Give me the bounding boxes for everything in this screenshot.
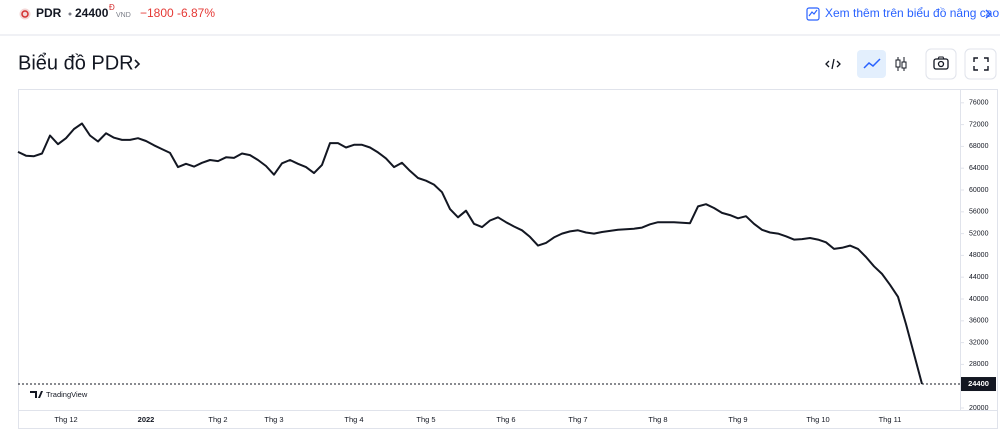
x-tick-label: Thg 4 — [344, 415, 363, 424]
y-tick-label: 52000 — [969, 230, 989, 237]
y-tick-label: 76000 — [969, 100, 989, 107]
candle-mode-button[interactable] — [895, 57, 907, 71]
y-tick-label: 40000 — [969, 296, 989, 303]
change-percent: -6.87% — [177, 6, 215, 20]
symbol-logo — [19, 8, 31, 20]
x-tick-label: Thg 7 — [568, 415, 587, 424]
x-tick-label: Thg 5 — [416, 415, 435, 424]
embed-button[interactable] — [825, 58, 841, 70]
y-tick-label: 64000 — [969, 165, 989, 172]
symbol: PDR — [36, 6, 62, 20]
y-tick-label: 48000 — [969, 252, 989, 259]
separator-dot — [68, 12, 72, 16]
watermark: TradingView — [24, 386, 94, 403]
x-tick-label: Thg 10 — [806, 415, 829, 424]
chart-frame — [18, 89, 998, 429]
watermark-text: TradingView — [46, 390, 88, 399]
plot: 2000024000280003200036000400004400048000… — [17, 100, 996, 424]
y-tick-label: 20000 — [969, 405, 989, 412]
x-tick-label: Thg 3 — [264, 415, 283, 424]
x-tick-label: Thg 2 — [208, 415, 227, 424]
title-link[interactable]: Biểu đồ PDR — [18, 52, 141, 74]
fullscreen-button[interactable] — [964, 48, 997, 80]
last-price-label: 24400 — [968, 379, 989, 388]
link-text[interactable]: Xem thêm trên biểu đồ nâng cao — [825, 6, 999, 20]
x-tick-label: Thg 11 — [879, 415, 902, 424]
x-tick-label: Thg 8 — [648, 415, 667, 424]
y-tick-label: 32000 — [969, 339, 989, 346]
line-mode-button[interactable] — [857, 50, 886, 78]
advanced-chart-link[interactable]: Xem thêm trên biểu đồ nâng cao — [806, 6, 999, 21]
price-line — [17, 122, 923, 385]
y-tick-label: 56000 — [969, 209, 989, 216]
y-tick-label: 44000 — [969, 274, 989, 281]
currency: VND — [116, 12, 131, 19]
x-tick-label: Thg 12 — [54, 415, 77, 424]
price: 24400 — [75, 6, 109, 20]
snapshot-button[interactable] — [925, 48, 957, 80]
y-tick-label: 60000 — [969, 187, 989, 194]
x-tick-label: Thg 9 — [728, 415, 747, 424]
title[interactable]: Biểu đồ PDR — [18, 52, 134, 74]
x-tick-label: Thg 6 — [496, 415, 515, 424]
y-tick-label: 28000 — [969, 361, 989, 368]
x-tick-label: 2022 — [138, 415, 155, 424]
last-price-box — [961, 377, 996, 392]
title-chevron — [134, 59, 141, 69]
y-tick-label: 36000 — [969, 318, 989, 325]
y-tick-label: 72000 — [969, 121, 989, 128]
y-tick-label: 68000 — [969, 143, 989, 150]
currency-mark: Đ — [109, 3, 115, 12]
change: −1800 — [140, 6, 174, 20]
